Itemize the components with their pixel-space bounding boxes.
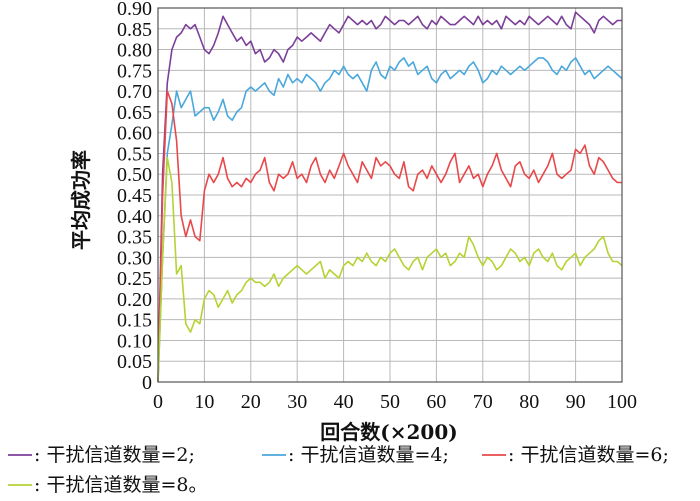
legend-entry-1: : 干扰信道数量=2; bbox=[34, 444, 195, 466]
x-tick-label: 80 bbox=[519, 391, 539, 413]
y-tick-label: 0.10 bbox=[117, 330, 152, 352]
series-line-2 bbox=[157, 57, 623, 383]
y-tick-label: 0.30 bbox=[117, 247, 152, 269]
x-tick-label: 0 bbox=[153, 391, 163, 413]
y-tick-label: 0.65 bbox=[117, 102, 152, 124]
y-tick-label: 0.60 bbox=[117, 123, 152, 145]
plot-frame bbox=[157, 7, 623, 383]
y-tick-label: 0.85 bbox=[117, 19, 152, 41]
x-tick-label: 40 bbox=[334, 391, 354, 413]
x-tick-labels: 0 10 20 30 40 50 60 70 80 90 100 bbox=[153, 391, 637, 413]
y-tick-label: 0.35 bbox=[117, 227, 152, 249]
y-tick-label: 0.50 bbox=[117, 164, 152, 186]
series-line-1 bbox=[157, 11, 622, 383]
y-tick-label: 0.15 bbox=[117, 310, 152, 332]
y-tick-label: 0.40 bbox=[117, 206, 152, 228]
y-tick-labels: 00.050.100.150.200.250.300.350.400.450.5… bbox=[117, 0, 152, 394]
axes bbox=[157, 7, 623, 383]
legend-entry-4: : 干扰信道数量=8。 bbox=[34, 474, 207, 496]
x-axis-label: 回合数(×200) bbox=[320, 420, 457, 444]
y-tick-label: 0 bbox=[142, 372, 152, 394]
x-tick-label: 100 bbox=[607, 391, 637, 413]
x-tick-label: 20 bbox=[241, 391, 261, 413]
series-lines bbox=[157, 11, 623, 383]
legend-entry-2: : 干扰信道数量=4; bbox=[288, 444, 449, 466]
y-tick-label: 0.05 bbox=[117, 351, 152, 373]
x-tick-label: 90 bbox=[566, 391, 586, 413]
y-tick-label: 0.90 bbox=[117, 0, 152, 20]
series-line-3 bbox=[157, 90, 622, 383]
series-line-4 bbox=[157, 156, 623, 383]
y-tick-label: 0.55 bbox=[117, 143, 152, 165]
x-tick-label: 50 bbox=[380, 391, 400, 413]
y-tick-label: 0.80 bbox=[117, 40, 152, 62]
y-tick-label: 0.75 bbox=[117, 60, 152, 82]
x-tick-label: 70 bbox=[473, 391, 493, 413]
x-tick-label: 30 bbox=[287, 391, 307, 413]
x-tick-label: 10 bbox=[194, 391, 214, 413]
y-tick-label: 0.20 bbox=[117, 289, 152, 311]
y-tick-label: 0.45 bbox=[117, 185, 152, 207]
y-tick-label: 0.25 bbox=[117, 268, 152, 290]
x-tick-label: 60 bbox=[426, 391, 446, 413]
legend: : 干扰信道数量=2; : 干扰信道数量=4; : 干扰信道数量=6; : 干扰信道数… bbox=[8, 444, 669, 496]
legend-entry-3: : 干扰信道数量=6; bbox=[508, 444, 669, 466]
y-axis-label: 平均成功率 bbox=[69, 150, 93, 250]
y-tick-label: 0.70 bbox=[117, 81, 152, 103]
